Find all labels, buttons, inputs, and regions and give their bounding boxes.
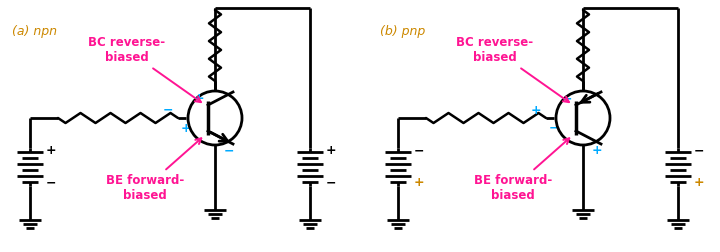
Text: (a) npn: (a) npn	[12, 25, 57, 39]
Text: −: −	[326, 176, 336, 190]
Text: BE forward-
biased: BE forward- biased	[474, 138, 570, 202]
Text: −: −	[414, 144, 425, 158]
Text: −: −	[562, 92, 572, 106]
Text: +: +	[531, 104, 541, 116]
Text: BC reverse-
biased: BC reverse- biased	[89, 36, 201, 102]
Text: +: +	[46, 144, 57, 158]
Text: −: −	[46, 176, 56, 190]
Text: +: +	[326, 144, 337, 158]
Text: −: −	[224, 144, 234, 158]
Text: −: −	[163, 104, 174, 116]
Text: (b) pnp: (b) pnp	[380, 25, 426, 39]
Text: −: −	[694, 144, 704, 158]
Text: +: +	[194, 92, 204, 106]
Text: −: −	[549, 121, 559, 135]
Text: BE forward-
biased: BE forward- biased	[106, 138, 202, 202]
Text: +: +	[414, 176, 425, 190]
Text: BC reverse-
biased: BC reverse- biased	[456, 36, 569, 102]
Text: +: +	[181, 121, 192, 135]
Text: +: +	[694, 176, 705, 190]
Text: +: +	[592, 144, 603, 158]
